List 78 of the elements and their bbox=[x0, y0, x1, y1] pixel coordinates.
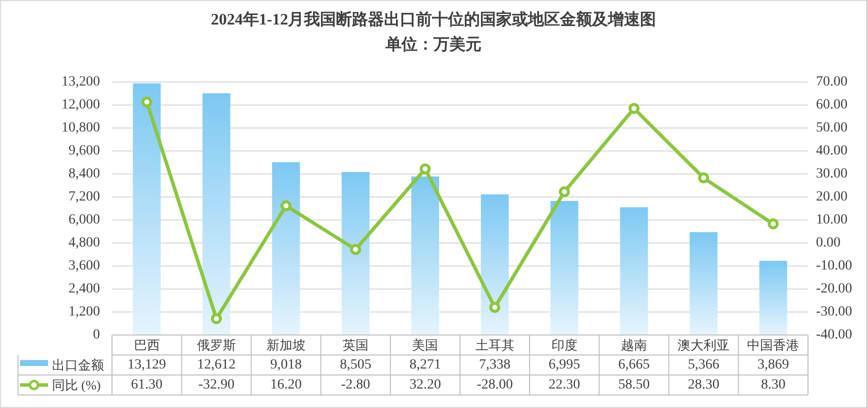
data-label: 13,129 bbox=[128, 358, 166, 372]
y2-tick-label: 70.00 bbox=[816, 74, 848, 90]
bar bbox=[550, 200, 578, 335]
point bbox=[141, 96, 152, 108]
data-label: 16.20 bbox=[270, 378, 302, 392]
y2-tick-label: 10.00 bbox=[816, 212, 848, 228]
x-tick-label: 英国 bbox=[342, 338, 369, 352]
data-label: 9,018 bbox=[270, 358, 302, 372]
data-label: 6,665 bbox=[618, 358, 650, 372]
data-label: 61.30 bbox=[131, 378, 163, 392]
y-tick-label: 12,000 bbox=[62, 98, 100, 112]
x-tick-label: 土耳其 bbox=[475, 338, 514, 352]
point bbox=[280, 200, 292, 212]
bar bbox=[759, 260, 788, 335]
y2-tick-label: -20.00 bbox=[816, 282, 852, 296]
data-label: 7,338 bbox=[479, 358, 511, 372]
y-tick-label: 13,200 bbox=[62, 74, 100, 90]
x-tick-label: 澳大利亚 bbox=[678, 338, 730, 352]
y2-tick-label: 50.00 bbox=[816, 120, 848, 136]
y2-tick-label: 30.00 bbox=[816, 166, 848, 182]
data-label: 8,505 bbox=[340, 358, 372, 372]
y-tick-label: 9,600 bbox=[68, 144, 100, 158]
data-label: 6,995 bbox=[548, 358, 580, 372]
point bbox=[420, 163, 431, 174]
point bbox=[558, 186, 570, 198]
legend-label: 同比 (%) bbox=[52, 378, 101, 392]
data-label: 22.30 bbox=[548, 378, 580, 392]
bar bbox=[202, 93, 230, 335]
bar bbox=[342, 172, 370, 335]
point bbox=[768, 218, 779, 230]
y-tick-label: 3,600 bbox=[68, 258, 100, 274]
bar bbox=[480, 194, 509, 335]
x-tick-label: 巴西 bbox=[134, 338, 160, 352]
y-tick-label: 10,800 bbox=[62, 120, 100, 136]
point bbox=[489, 302, 500, 313]
chart-title: 2024年1-12月我国断路器出口前十位的国家或地区金额及增速图 bbox=[210, 10, 656, 28]
x-tick-label: 美国 bbox=[412, 338, 438, 352]
y-tick-label: 8,400 bbox=[68, 166, 100, 182]
y-tick-label: 4,800 bbox=[68, 236, 100, 250]
point bbox=[628, 102, 640, 114]
data-label: -28.00 bbox=[476, 378, 513, 392]
x-tick-label: 中国香港 bbox=[747, 338, 800, 352]
y2-tick-label: 20.00 bbox=[816, 190, 848, 204]
y-tick-label: 7,200 bbox=[68, 190, 100, 204]
legend-label: 出口金额 bbox=[52, 358, 104, 372]
data-label: 5,366 bbox=[688, 358, 720, 372]
y-tick-label: 6,000 bbox=[68, 212, 100, 228]
y2-tick-label: 0.00 bbox=[816, 236, 840, 250]
y-tick-label: 1,200 bbox=[68, 304, 100, 320]
y-tick-label: 2,400 bbox=[68, 282, 100, 296]
point bbox=[698, 172, 710, 184]
data-label: 12,612 bbox=[197, 358, 236, 372]
data-label: 32.20 bbox=[409, 378, 441, 392]
bar bbox=[411, 176, 440, 335]
x-tick-label: 印度 bbox=[551, 338, 578, 352]
data-label: 28.30 bbox=[688, 378, 720, 392]
data-label: 3,869 bbox=[757, 358, 789, 372]
y2-tick-label: -10.00 bbox=[816, 258, 852, 274]
point bbox=[350, 244, 362, 255]
x-tick-label: 越南 bbox=[621, 338, 647, 352]
y2-tick-label: 60.00 bbox=[816, 98, 848, 112]
chart-subtitle: 单位：万美元 bbox=[384, 34, 482, 54]
data-label: -2.80 bbox=[341, 378, 370, 392]
data-label: 58.50 bbox=[618, 378, 650, 392]
data-label: 8,271 bbox=[409, 358, 441, 372]
x-tick-label: 俄罗斯 bbox=[196, 338, 236, 352]
bar bbox=[272, 162, 300, 335]
y-tick-label: 0 bbox=[93, 328, 100, 342]
y2-tick-label: -40.00 bbox=[816, 328, 852, 342]
y2-tick-label: -30.00 bbox=[816, 304, 852, 320]
bar bbox=[132, 83, 161, 335]
data-label: -32.90 bbox=[198, 378, 234, 392]
bar bbox=[620, 207, 648, 335]
bar bbox=[690, 232, 718, 335]
y2-tick-label: 40.00 bbox=[816, 144, 848, 158]
x-tick-label: 新加坡 bbox=[266, 338, 306, 352]
data-label: 8.30 bbox=[760, 378, 786, 392]
point bbox=[210, 313, 222, 324]
